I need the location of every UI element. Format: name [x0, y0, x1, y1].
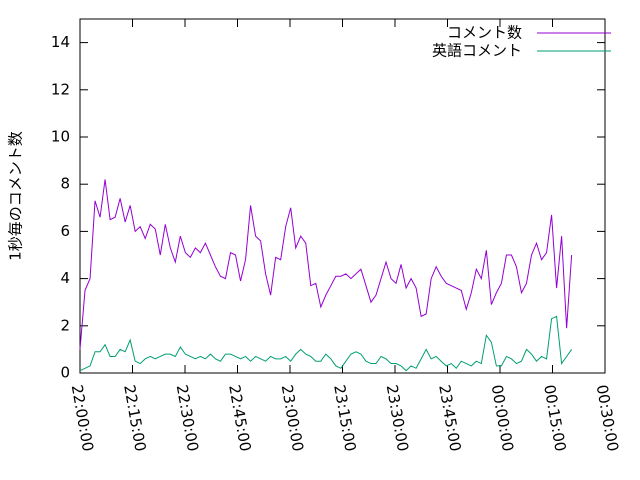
- x-tick-label: 00:00:00: [488, 383, 517, 452]
- y-axis-label: 1秒毎のコメント数: [7, 131, 25, 261]
- x-tick-label: 00:30:00: [593, 383, 622, 452]
- x-tick-label: 22:15:00: [120, 383, 149, 452]
- y-tick-label: 10: [51, 128, 70, 146]
- series-line: [79, 179, 573, 350]
- legend-label: 英語コメント: [432, 42, 522, 60]
- series-line: [79, 315, 573, 372]
- y-tick-label: 6: [60, 222, 70, 240]
- y-tick-label: 4: [60, 269, 70, 287]
- x-tick-label: 22:00:00: [68, 383, 97, 452]
- plot-border: [79, 18, 606, 374]
- y-tick-label: 0: [60, 364, 70, 382]
- x-tick-label: 22:45:00: [225, 383, 254, 452]
- x-tick-label: 23:30:00: [383, 383, 412, 452]
- x-tick-label: 22:30:00: [173, 383, 202, 452]
- y-tick-label: 8: [60, 175, 70, 193]
- x-tick-label: 23:00:00: [278, 383, 307, 452]
- y-tick-label: 14: [51, 33, 70, 51]
- legend-label: コメント数: [447, 24, 522, 42]
- x-tick-label: 23:45:00: [435, 383, 464, 452]
- x-tick-label: 00:15:00: [540, 383, 569, 452]
- x-tick-label: 23:15:00: [330, 383, 359, 452]
- y-tick-label: 2: [60, 316, 70, 334]
- y-tick-label: 12: [51, 80, 70, 98]
